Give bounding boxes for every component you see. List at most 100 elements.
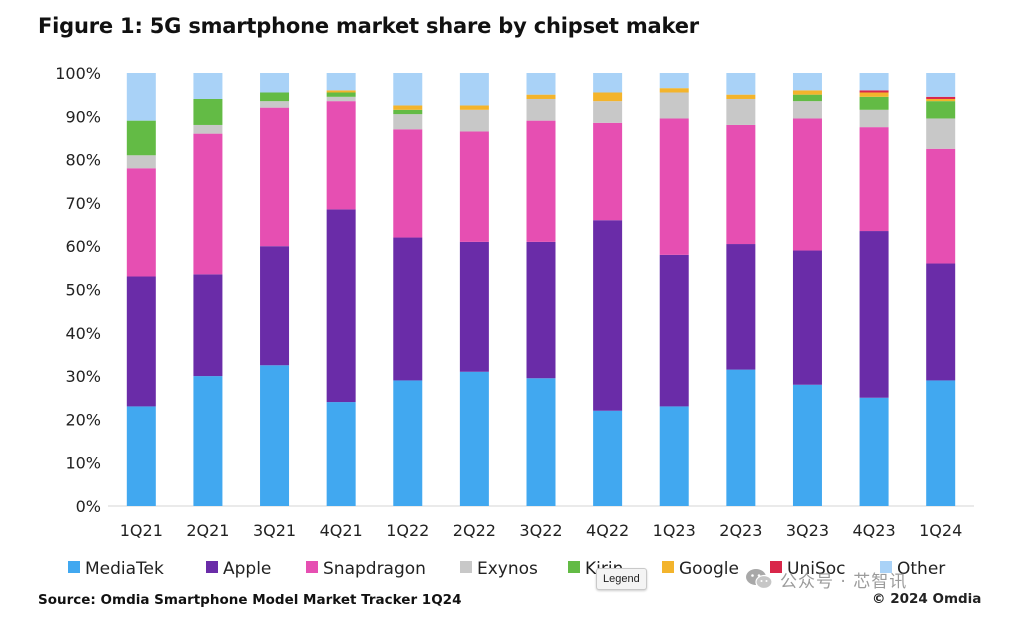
- bar-other-1q21: [126, 73, 156, 121]
- bar-exynos-3q22: [526, 98, 556, 121]
- bar-kirin-3q23: [792, 94, 822, 102]
- legend-item-mediatek: MediaTek: [68, 559, 164, 579]
- bar-exynos-2q21: [193, 124, 223, 134]
- bar-google-1q24: [926, 98, 956, 102]
- bar-kirin-4q23: [859, 96, 889, 110]
- legend-item-apple: Apple: [206, 559, 271, 579]
- y-tick-label: 40%: [65, 324, 101, 343]
- y-tick-label: 50%: [65, 281, 101, 300]
- bar-other-4q21: [326, 73, 356, 91]
- bar-other-1q24: [926, 73, 956, 97]
- x-tick-label: 3Q21: [253, 521, 296, 540]
- bar-mediatek-2q21: [193, 376, 223, 506]
- bar-snapdragon-3q22: [526, 120, 556, 242]
- legend-label: MediaTek: [85, 559, 164, 579]
- bar-stack-4q21: [326, 73, 356, 506]
- watermark: 公众号 · 芯智讯: [744, 566, 907, 592]
- y-tick-label: 10%: [65, 454, 101, 473]
- bar-mediatek-2q22: [459, 371, 489, 506]
- legend-item-unisoc: UniSoc: [770, 559, 845, 579]
- x-tick-label: 3Q23: [786, 521, 829, 540]
- bar-google-2q22: [459, 105, 489, 110]
- bar-google-3q23: [792, 90, 822, 95]
- bar-snapdragon-2q21: [193, 133, 223, 275]
- legend-label: Google: [679, 559, 739, 579]
- bar-snapdragon-3q23: [792, 118, 822, 251]
- y-tick-label: 60%: [65, 237, 101, 256]
- bar-exynos-1q23: [659, 92, 689, 119]
- bar-exynos-1q24: [926, 118, 956, 149]
- legend: MediaTekAppleSnapdragonExynosKirinGoogle…: [68, 559, 945, 579]
- bar-stack-4q22: [593, 73, 623, 506]
- y-tick-label: 80%: [65, 151, 101, 170]
- chart-title: Figure 1: 5G smartphone market share by …: [38, 14, 699, 38]
- bar-kirin-2q21: [193, 98, 223, 125]
- bar-kirin-3q21: [260, 92, 290, 102]
- legend-item-snapdragon: Snapdragon: [306, 559, 426, 579]
- bar-exynos-4q22: [593, 101, 623, 123]
- bar-mediatek-2q23: [726, 369, 756, 506]
- bar-other-1q22: [393, 73, 423, 106]
- x-tick-label: 4Q21: [320, 521, 363, 540]
- bar-snapdragon-4q23: [859, 127, 889, 232]
- bar-unisoc-1q24: [926, 96, 956, 99]
- watermark-text: 公众号 · 芯智讯: [780, 571, 908, 592]
- x-tick-label: 1Q21: [120, 521, 163, 540]
- bar-google-4q21: [326, 90, 356, 93]
- bar-stack-1q24: [926, 73, 956, 506]
- bar-apple-2q21: [193, 274, 223, 377]
- bar-snapdragon-4q22: [593, 122, 623, 221]
- bar-apple-3q23: [792, 250, 822, 385]
- legend-tooltip: Legend: [596, 568, 647, 590]
- x-tick-label: 4Q23: [853, 521, 896, 540]
- bar-exynos-2q23: [726, 98, 756, 125]
- y-tick-label: 90%: [65, 107, 101, 126]
- bar-other-3q23: [792, 73, 822, 91]
- bar-other-2q22: [459, 73, 489, 106]
- bar-google-4q22: [593, 92, 623, 102]
- bar-exynos-3q23: [792, 101, 822, 119]
- bar-exynos-1q22: [393, 114, 423, 130]
- bar-snapdragon-1q24: [926, 148, 956, 264]
- bar-other-2q23: [726, 73, 756, 95]
- bar-google-3q22: [526, 94, 556, 99]
- bar-kirin-1q24: [926, 101, 956, 119]
- bar-snapdragon-3q21: [260, 107, 290, 247]
- legend-label: Snapdragon: [323, 559, 426, 579]
- bar-apple-3q22: [526, 241, 556, 379]
- bar-mediatek-4q21: [326, 402, 356, 506]
- bar-kirin-1q21: [126, 120, 156, 156]
- bar-mediatek-1q24: [926, 380, 956, 506]
- bar-google-1q22: [393, 105, 423, 110]
- bar-snapdragon-4q21: [326, 101, 356, 210]
- x-tick-label: 1Q22: [386, 521, 429, 540]
- bar-stacks: [126, 73, 956, 506]
- bar-mediatek-3q22: [526, 378, 556, 506]
- bar-exynos-4q21: [326, 96, 356, 102]
- bar-mediatek-3q21: [260, 365, 290, 506]
- bar-stack-1q21: [126, 73, 156, 506]
- legend-swatch: [68, 561, 80, 573]
- bar-other-4q23: [859, 73, 889, 91]
- y-tick-label: 20%: [65, 410, 101, 429]
- bar-stack-2q22: [459, 73, 489, 506]
- legend-label: Apple: [223, 559, 271, 579]
- y-tick-label: 0%: [76, 497, 101, 516]
- bar-unisoc-4q23: [859, 90, 889, 93]
- bar-apple-3q21: [260, 246, 290, 366]
- bar-snapdragon-2q23: [726, 124, 756, 245]
- y-tick-label: 70%: [65, 194, 101, 213]
- y-tick-labels: 0% 10% 20% 30% 40% 50% 60% 70% 80% 90% 100%: [55, 64, 101, 516]
- bar-apple-2q22: [459, 241, 489, 372]
- bar-apple-4q21: [326, 209, 356, 403]
- legend-swatch: [568, 561, 580, 573]
- x-tick-label: 4Q22: [586, 521, 629, 540]
- legend-label: Other: [897, 559, 945, 579]
- bar-stack-1q22: [393, 73, 423, 506]
- legend-swatch: [770, 561, 782, 573]
- bar-google-4q23: [859, 92, 889, 97]
- bar-stack-1q23: [659, 73, 689, 506]
- legend-swatch: [662, 561, 674, 573]
